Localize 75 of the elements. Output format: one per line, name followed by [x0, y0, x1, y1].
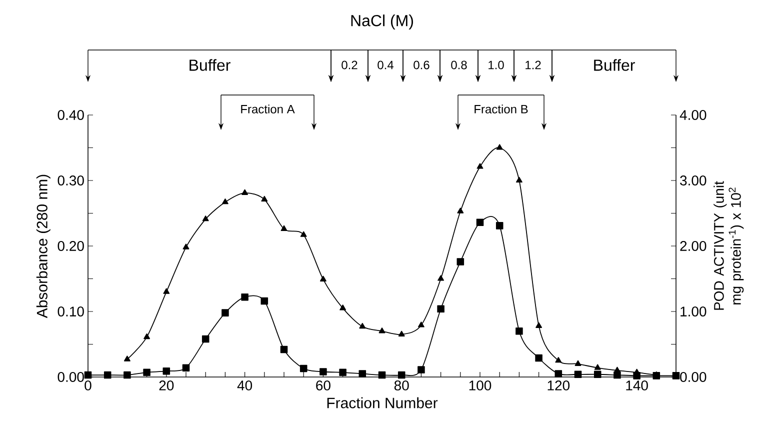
point [202, 335, 210, 343]
point [242, 189, 248, 195]
y2-tick-label: 4.00 [680, 110, 706, 120]
point [496, 222, 504, 230]
point [222, 198, 228, 204]
text: 1.0 [488, 60, 504, 70]
point [516, 328, 523, 335]
x-tick-label: 140 [626, 380, 648, 390]
point [594, 364, 601, 370]
x-tick-label: 60 [316, 380, 330, 390]
text: 0.4 [378, 60, 394, 70]
x-tick-label: 100 [469, 380, 492, 390]
point [261, 196, 268, 202]
point [143, 368, 150, 376]
y2-tick-label: 0.00 [680, 372, 706, 382]
y-tick-label: 0.00 [58, 372, 84, 382]
y-tick-label: 0.40 [58, 110, 84, 120]
x-tick-label: 40 [237, 380, 252, 390]
point [476, 163, 484, 169]
point [144, 333, 150, 340]
text: Fraction B [474, 104, 528, 114]
x-tick-label: 80 [394, 380, 409, 390]
point [437, 305, 444, 313]
point [280, 225, 288, 232]
point [182, 244, 190, 250]
point [280, 346, 288, 354]
point [182, 364, 190, 372]
point [222, 309, 229, 316]
point [202, 216, 209, 222]
y-axis-title: Absorbance (280 nm) [36, 174, 50, 318]
point [398, 330, 405, 336]
point [614, 366, 620, 372]
point [339, 368, 346, 376]
x-tick-label: 120 [548, 380, 570, 390]
point [535, 354, 542, 362]
point [162, 367, 170, 375]
point [300, 364, 308, 372]
point [438, 275, 444, 281]
point [536, 322, 542, 328]
text: 0.8 [451, 60, 467, 70]
point [418, 366, 425, 374]
text: 1.2 [526, 60, 541, 70]
y-tick-label: 0.30 [58, 176, 84, 186]
y2-tick-label: 2.00 [680, 241, 706, 251]
point [516, 176, 522, 183]
x-tick-label: 0 [84, 380, 92, 390]
y2-tick-label: 1.00 [680, 306, 706, 316]
point [359, 322, 366, 329]
point [378, 328, 386, 334]
x-tick-label: 20 [159, 380, 174, 390]
x-axis-title: Fraction Number [327, 397, 438, 408]
point [555, 356, 562, 363]
y-tick-label: 0.10 [58, 306, 84, 316]
point [124, 356, 130, 362]
y-tick-label: 0.20 [58, 241, 84, 251]
point [574, 360, 582, 366]
text: 0.2 [342, 60, 358, 70]
point [496, 144, 503, 150]
text: Buffer [190, 59, 230, 71]
point [457, 208, 464, 214]
point [320, 276, 326, 282]
point [456, 258, 464, 266]
y2-tick-label: 3.00 [680, 176, 706, 186]
text: Buffer [594, 59, 635, 71]
point [241, 293, 248, 301]
text: Fraction A [241, 104, 295, 114]
point [163, 288, 170, 294]
chart-title: NaCl (M) [351, 14, 413, 30]
point [340, 304, 346, 310]
point [300, 231, 307, 237]
point [320, 368, 327, 376]
text: 0.6 [414, 60, 430, 70]
point [476, 218, 484, 226]
point [418, 322, 424, 328]
point [260, 297, 268, 305]
